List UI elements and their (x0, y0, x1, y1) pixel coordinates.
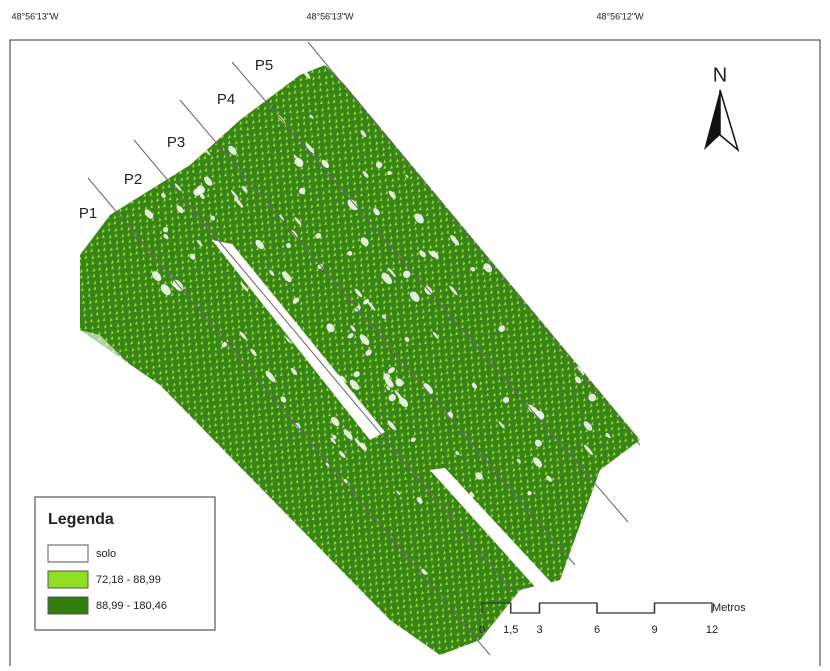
legend-swatch (48, 571, 88, 588)
coordinate-label: 48°56'12"W (596, 11, 644, 21)
plot-label: P4 (217, 91, 235, 108)
legend-swatch (48, 597, 88, 614)
north-label: N (713, 64, 727, 86)
plot-label: P2 (124, 171, 142, 188)
scale-label: 1,5 (503, 624, 518, 636)
scale-label: 0 (479, 624, 485, 636)
plot-label: P3 (167, 134, 185, 151)
plot-label: P5 (255, 57, 273, 74)
plot-label: P1 (79, 205, 97, 222)
legend-label: solo (96, 548, 116, 560)
coordinate-label: 48°56'13"W (306, 11, 354, 21)
legend-swatch (48, 545, 88, 562)
page-body: {"coordinate_labels": ["48°56'13\"W", "4… (0, 0, 830, 666)
legend-label: 88,99 - 180,46 (96, 600, 167, 612)
scale-label: 9 (651, 624, 657, 636)
scale-unit: Metros (712, 602, 746, 614)
coordinate-label: 48°56'13"W (11, 11, 59, 21)
scale-label: 3 (536, 624, 542, 636)
page: body { margin: 0; width: 830px; height: … (0, 0, 830, 666)
legend-label: 72,18 - 88,99 (96, 574, 161, 586)
legend-title: Legenda (48, 511, 114, 528)
scale-label: 6 (594, 624, 600, 636)
legend: Legenda solo 72,18 - 88,99 88,99 - 180,46 (35, 497, 215, 630)
scale-label: 12 (706, 624, 718, 636)
map: 48°56'13"W 48°56'13"W 48°56'12"W P1 P2 P… (0, 0, 830, 666)
